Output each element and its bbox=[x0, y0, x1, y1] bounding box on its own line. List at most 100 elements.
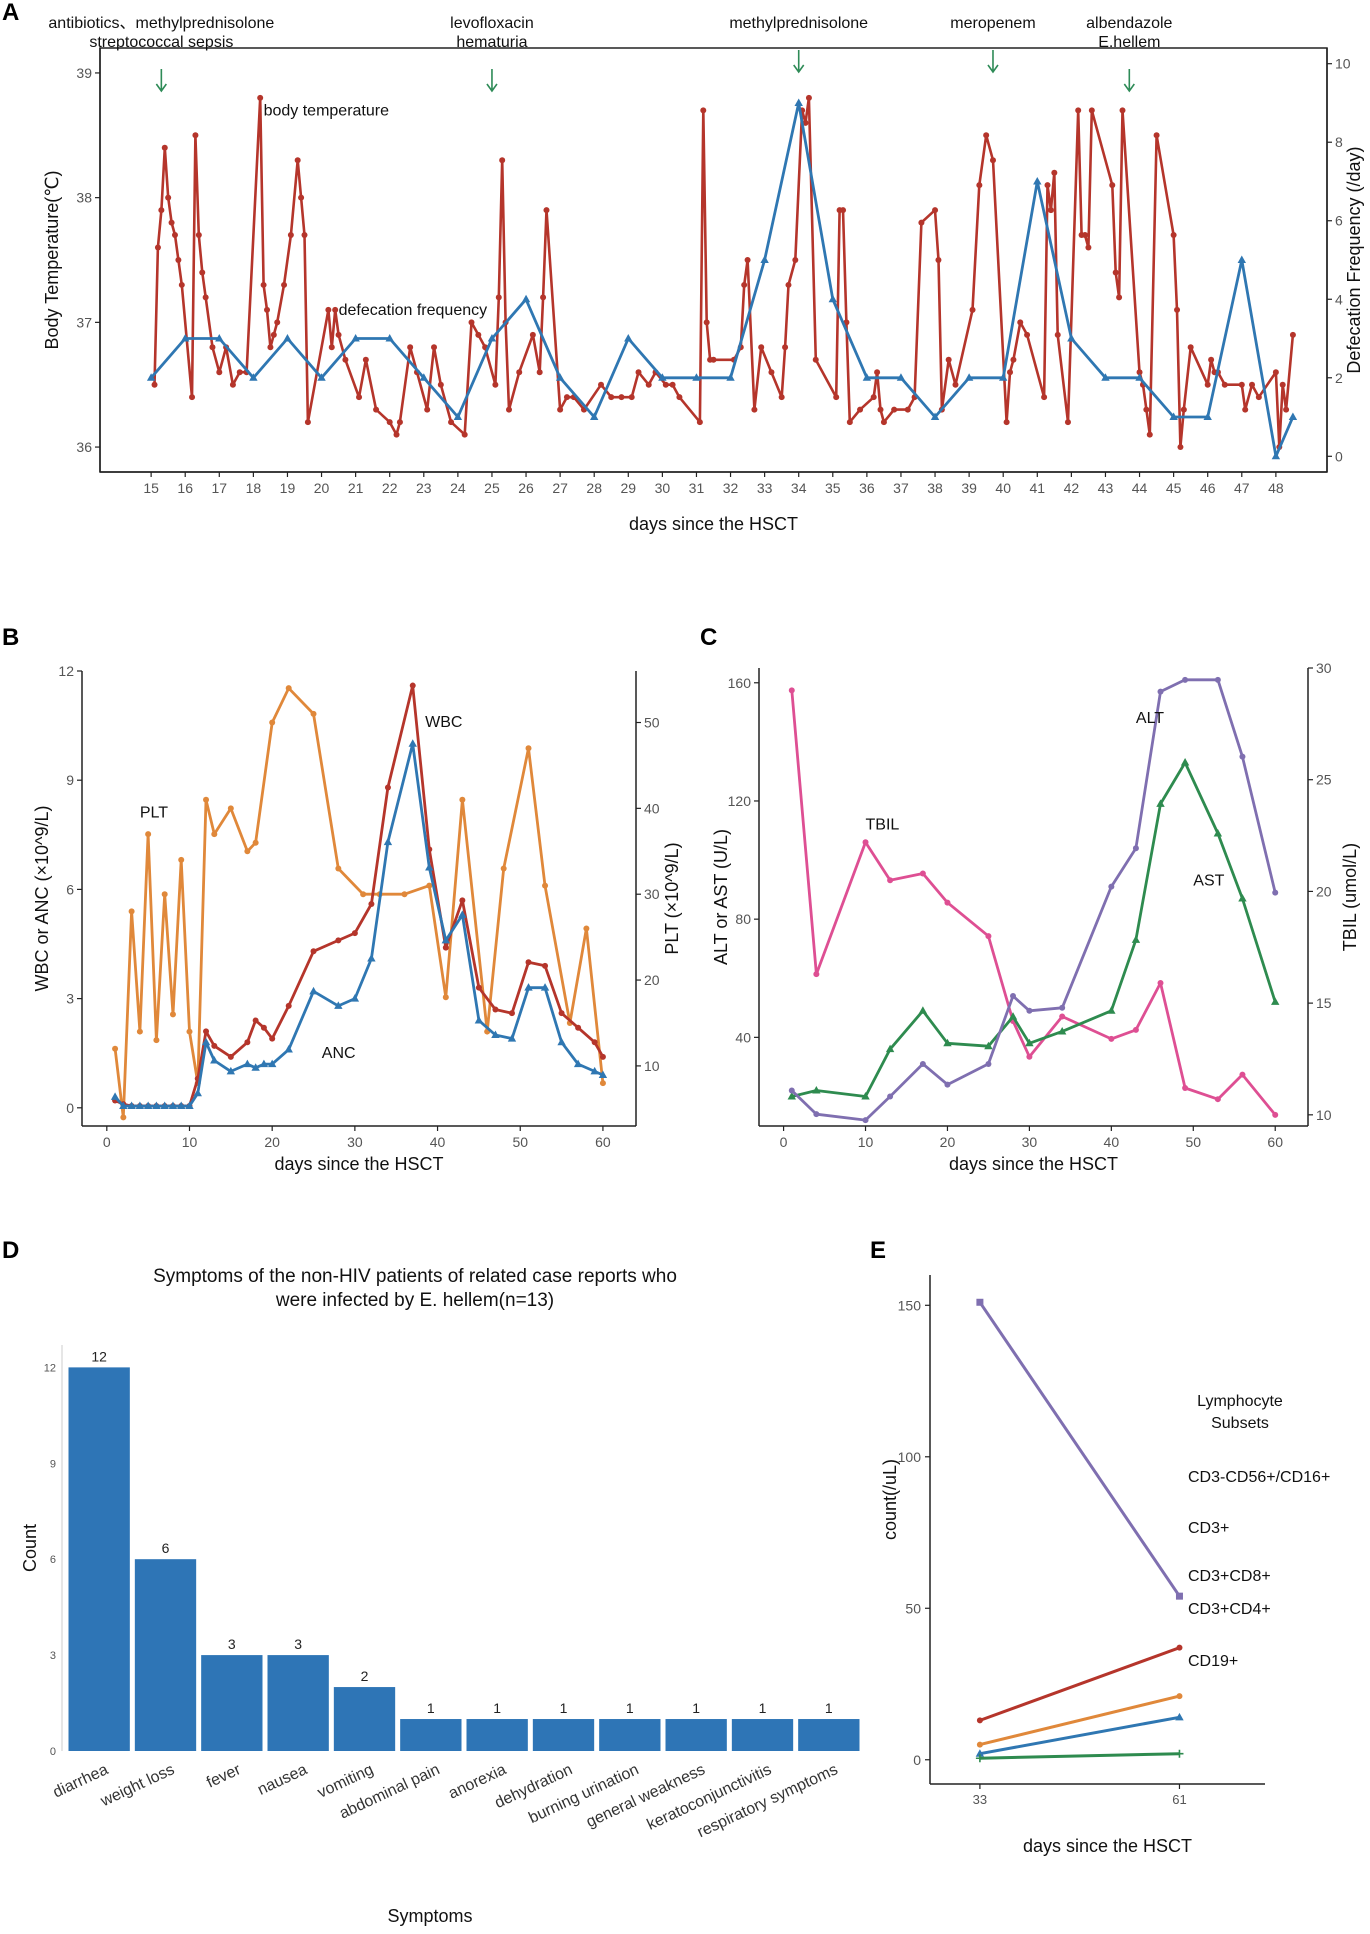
panel-a-temperature-point bbox=[870, 394, 877, 401]
panel-a-temperature-point bbox=[216, 369, 223, 376]
panel-a-x-axis-tick-label: 16 bbox=[177, 480, 193, 496]
panel-b-wbc-point bbox=[285, 1002, 292, 1009]
panel-d-bar-value: 1 bbox=[427, 1700, 435, 1716]
panel-b-y-label: WBC or ANC (×10^9/L) bbox=[32, 805, 52, 991]
panel-a-temperature-point bbox=[1177, 444, 1184, 451]
panel-a-defecation-point bbox=[726, 373, 735, 381]
panel-b-anc-point bbox=[135, 1101, 145, 1109]
panel-c-ast-point bbox=[812, 1086, 821, 1094]
panel-d-bar-value: 12 bbox=[91, 1348, 107, 1364]
panel-a-temperature-point bbox=[260, 281, 267, 288]
panel-a-defecation-point bbox=[760, 255, 769, 263]
panel-a-temperature-point bbox=[812, 356, 819, 363]
panel-a-temperature-point bbox=[431, 344, 438, 351]
panel-b-plt-point bbox=[120, 1114, 127, 1121]
panel-a-x-axis-tick-label: 38 bbox=[927, 480, 943, 496]
panel-b-plt-point bbox=[500, 865, 507, 872]
panel-c-tbil-point bbox=[1108, 1035, 1115, 1042]
panel-b-anc-point bbox=[367, 954, 376, 962]
panel-a-temperature-point bbox=[857, 406, 864, 413]
panel-c-series-label-3: AST bbox=[1193, 873, 1224, 890]
panel-a-temperature-point bbox=[1003, 419, 1010, 426]
panel-a-temperature-point bbox=[257, 94, 264, 101]
panel-a-temperature-point bbox=[294, 157, 301, 164]
panel-c-tbil-point bbox=[919, 870, 926, 877]
panel-c-alt-point bbox=[1059, 1004, 1066, 1011]
panel-a-x-axis-tick-label: 32 bbox=[723, 480, 739, 496]
event-arrow bbox=[486, 69, 498, 93]
panel-b-plt-point bbox=[112, 1045, 119, 1052]
panel-b-wbc-point bbox=[591, 1039, 598, 1046]
panel-a-x-axis-tick-label: 19 bbox=[280, 480, 296, 496]
panel-e-series-point bbox=[976, 1298, 984, 1306]
panel-b-anc-point bbox=[259, 1059, 269, 1068]
panel-a-defecation-point bbox=[487, 334, 497, 342]
panel-b-anc-point bbox=[177, 1101, 186, 1109]
panel-b-right-axis-tick-label: 10 bbox=[644, 1058, 660, 1074]
panel-a-x-axis-tick-label: 35 bbox=[825, 480, 841, 496]
panel-a-x-axis-tick-label: 45 bbox=[1166, 480, 1182, 496]
panel-a-defecation-point bbox=[385, 334, 394, 342]
panel-b-wbc-point bbox=[475, 984, 482, 991]
panel-a-x-axis-tick-label: 36 bbox=[859, 480, 875, 496]
panel-c-x-axis-tick-label: 60 bbox=[1267, 1134, 1283, 1150]
panel-a-temperature-point bbox=[904, 406, 911, 413]
panel-b-wbc-point bbox=[492, 1006, 499, 1013]
panel-b-wbc-point bbox=[558, 1010, 565, 1017]
panel-a-temperature-point bbox=[1283, 406, 1290, 413]
event-arrow bbox=[987, 50, 999, 74]
panel-b-wbc-point bbox=[525, 959, 532, 966]
panel-d-bar bbox=[798, 1719, 860, 1751]
panel-b-anc-point bbox=[251, 1063, 260, 1071]
panel-a-temperature-point bbox=[1279, 381, 1286, 388]
panel-a-defecation-point bbox=[146, 373, 156, 381]
panel-a-temperature-point bbox=[792, 257, 799, 263]
panel-b-plt-line bbox=[113, 686, 605, 1119]
panel-b-anc-point bbox=[598, 1070, 608, 1079]
panel-e-series-label-1: CD3-CD56+/CD16+ bbox=[1188, 1469, 1330, 1486]
panel-c-tbil-point bbox=[862, 839, 869, 846]
panel-a-temperature-point bbox=[782, 344, 789, 351]
panel-e-y-tick-label: 100 bbox=[898, 1449, 922, 1465]
panel-a-temperature-point bbox=[158, 207, 165, 214]
panel-d-bar bbox=[201, 1655, 263, 1751]
panel-c-ast-point bbox=[787, 1091, 796, 1100]
panel-e-series-point bbox=[1175, 1712, 1184, 1721]
panel-b-plt-point bbox=[542, 882, 549, 889]
panel-e-series-point bbox=[1176, 1693, 1183, 1700]
panel-a-temperature-point bbox=[833, 394, 840, 401]
panel-b-wbc-point bbox=[599, 1053, 606, 1060]
panel-a-temperature-point bbox=[393, 431, 400, 438]
panel-b-wbc-point bbox=[409, 682, 416, 689]
panel-b-anc-point bbox=[441, 935, 451, 944]
panel-a-temperature-point bbox=[396, 419, 403, 426]
panel-d-bar bbox=[68, 1367, 130, 1751]
panel-a-defecation-point bbox=[1203, 412, 1212, 421]
panel-e-series-point bbox=[1176, 1644, 1183, 1651]
panel-e-series-point bbox=[975, 1754, 984, 1763]
panel-d-category-label: fever bbox=[204, 1761, 244, 1792]
panel-b-wbc-point bbox=[542, 962, 549, 969]
panel-c-tbil-point bbox=[985, 933, 992, 940]
panel-d-category-label: nausea bbox=[255, 1761, 310, 1799]
panel-a-defecation-point bbox=[828, 294, 837, 303]
panel-b-x-axis-tick-label: 20 bbox=[264, 1134, 280, 1150]
panel-a-temperature-point bbox=[1153, 132, 1160, 139]
panel-a-temperature-point bbox=[1180, 406, 1187, 413]
panel-c-tbil-point bbox=[944, 899, 951, 906]
panel-a-temperature-point bbox=[171, 232, 178, 239]
panel-c-tbil-point bbox=[1026, 1053, 1033, 1060]
panel-c-tbil-point bbox=[1239, 1071, 1246, 1078]
panel-b-plt-point bbox=[161, 891, 168, 898]
panel-b-y2-label: PLT (×10^9/L) bbox=[662, 842, 682, 954]
panel-b-plt-point bbox=[169, 1011, 176, 1018]
panel-a-temperature-point bbox=[492, 381, 499, 388]
panel-a-temperature-point bbox=[744, 257, 751, 263]
panel-a-temperature-point bbox=[1208, 356, 1215, 363]
panel-e-x-label: days since the HSCT bbox=[1023, 1836, 1192, 1856]
panel-b-left-axis-tick-label: 9 bbox=[66, 772, 74, 788]
panel-c-alt-point bbox=[1132, 845, 1139, 852]
panel-a-temperature-point bbox=[945, 356, 952, 363]
panel-a-defecation-point bbox=[419, 373, 428, 381]
panel-c-x-axis-tick-label: 30 bbox=[1022, 1134, 1038, 1150]
